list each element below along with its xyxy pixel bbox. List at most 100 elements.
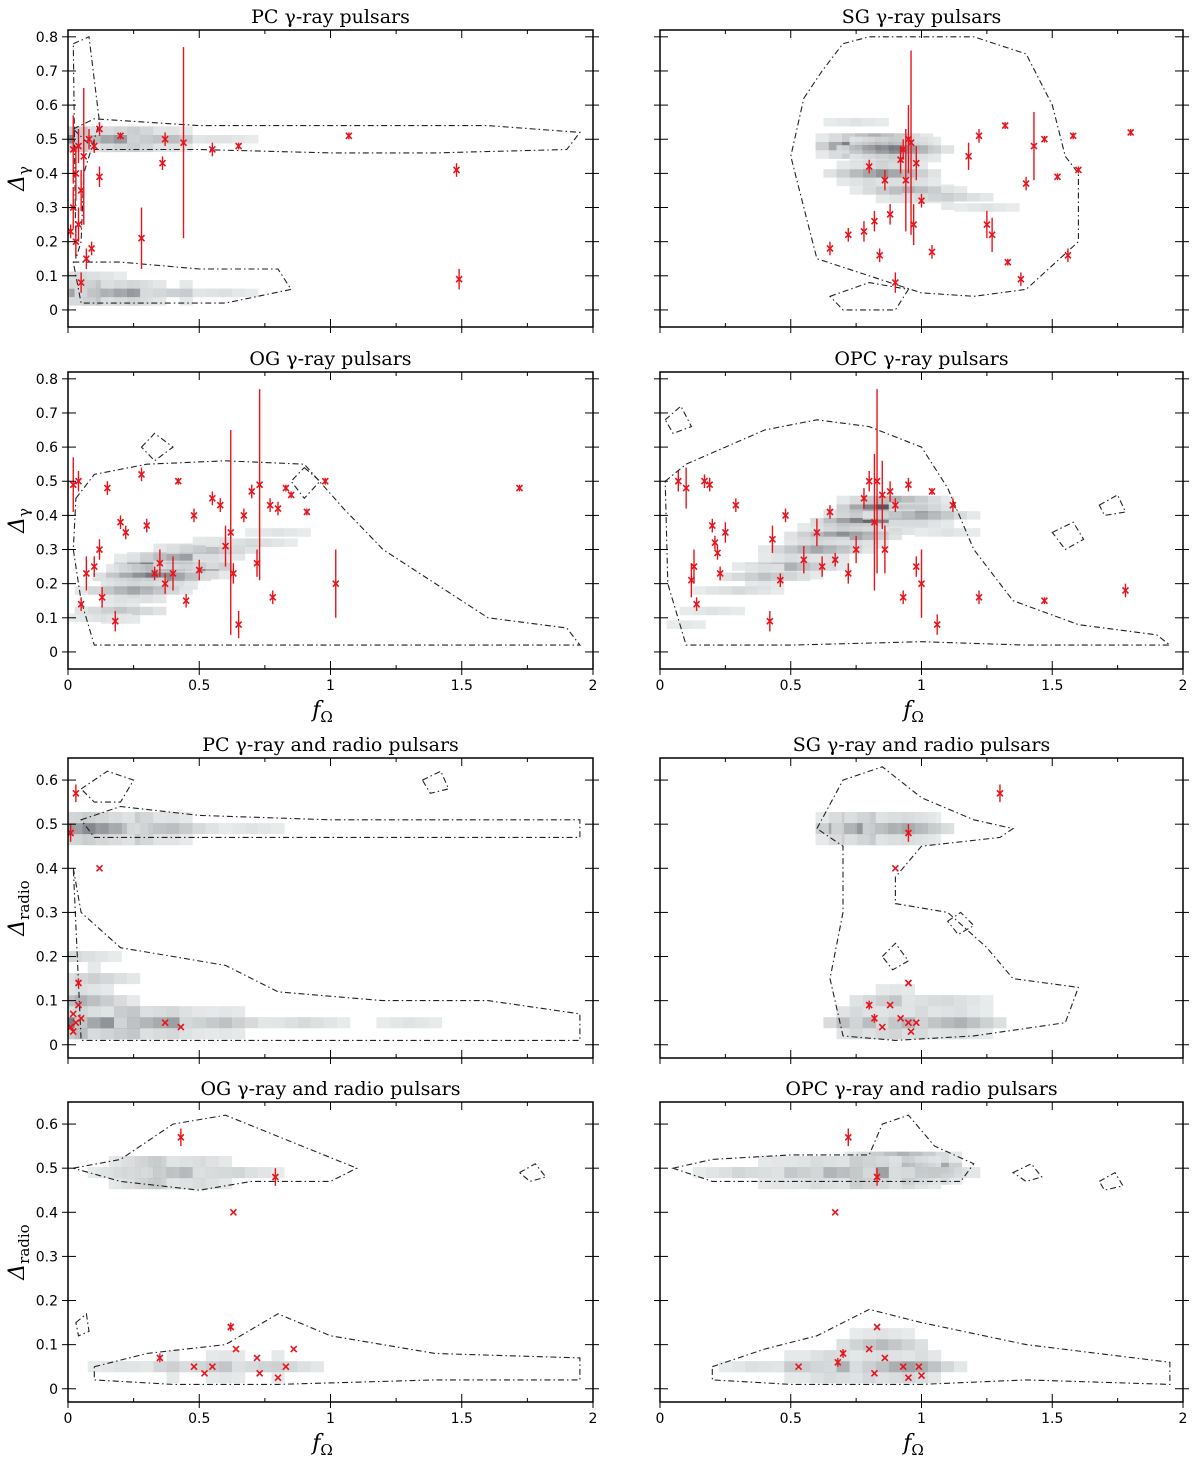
density-cell — [875, 1017, 889, 1029]
density-cell — [823, 523, 837, 532]
density-cell — [718, 1167, 732, 1179]
data-point — [95, 539, 104, 560]
data-point — [169, 556, 177, 591]
density-cell — [836, 145, 850, 154]
data-point — [452, 163, 461, 177]
density-cell — [888, 823, 902, 835]
data-point — [983, 210, 991, 239]
y-tick-label: 0.2 — [36, 950, 58, 966]
density-cell — [888, 519, 902, 529]
data-point — [891, 272, 899, 293]
density-cell — [100, 288, 114, 298]
density-cell — [941, 184, 955, 194]
data-point — [80, 88, 88, 225]
density-cell — [100, 984, 114, 996]
density-cell — [106, 564, 120, 573]
density-cell — [875, 117, 889, 127]
density-cell — [166, 545, 180, 554]
density-cell — [941, 1017, 955, 1029]
density-cell — [127, 143, 141, 153]
contour-line — [711, 1308, 1171, 1385]
density-cell — [232, 288, 246, 298]
density-cell — [771, 1178, 785, 1190]
density-cell — [914, 177, 929, 187]
density-cell — [980, 1017, 994, 1029]
density-cell — [166, 823, 180, 835]
density-cell — [140, 1006, 154, 1018]
density-cell — [875, 531, 889, 541]
density-cell — [718, 572, 732, 582]
density-cell — [758, 1156, 772, 1168]
data-point — [928, 487, 936, 496]
density-cell — [43, 289, 56, 298]
density-cell — [108, 812, 122, 824]
density-cell — [106, 572, 120, 582]
density-cell — [928, 1178, 942, 1190]
density-cell — [928, 1006, 942, 1018]
density-cell — [849, 517, 863, 527]
density-cell — [218, 1350, 233, 1362]
density-cell — [888, 995, 902, 1007]
density-cell — [127, 995, 141, 1007]
contour-line — [421, 770, 450, 794]
density-cell — [192, 536, 206, 546]
data-point — [873, 1323, 881, 1331]
data-point — [174, 477, 182, 485]
density-cell — [967, 1017, 981, 1029]
data-point — [1017, 272, 1025, 287]
density-cell — [836, 504, 850, 513]
density-cell — [179, 823, 193, 835]
data-point — [227, 1322, 235, 1332]
data-point — [899, 590, 907, 605]
density-cell — [153, 812, 167, 824]
density-cell — [823, 553, 837, 563]
density-cell — [121, 1178, 135, 1190]
contour-line — [72, 261, 292, 304]
density-cell — [232, 823, 246, 835]
data-point — [907, 50, 915, 235]
density-cell — [127, 126, 141, 135]
density-cell — [140, 1028, 154, 1040]
density-cell — [758, 1361, 772, 1373]
density-cell — [888, 1178, 902, 1190]
data-point — [912, 1019, 920, 1027]
density-cell — [771, 1361, 785, 1373]
data-point — [891, 498, 899, 512]
density-cell — [205, 288, 219, 298]
contour-line — [664, 419, 1172, 646]
density-cell — [914, 1017, 929, 1029]
data-point — [693, 597, 701, 611]
y-axis-label: Δγ — [5, 508, 33, 534]
data-point — [227, 430, 235, 635]
data-point — [195, 559, 203, 581]
density-cell — [113, 288, 128, 298]
density-cell — [914, 1167, 929, 1179]
density-cell — [888, 1361, 902, 1373]
density-cell — [127, 1017, 141, 1029]
data-point — [274, 1374, 282, 1382]
x-tick-label: 2 — [1179, 1411, 1188, 1427]
density-cell — [862, 1178, 876, 1190]
data-point — [151, 566, 159, 581]
data-point — [95, 864, 104, 872]
data-point — [1004, 258, 1012, 266]
density-cell — [192, 1028, 206, 1040]
density-cell — [192, 1156, 206, 1168]
x-tick-label: 0.5 — [188, 1411, 210, 1427]
density-cell — [92, 572, 107, 582]
density-cell — [179, 1156, 193, 1168]
data-point — [844, 228, 852, 242]
data-point — [256, 389, 264, 581]
density-cell — [100, 973, 114, 985]
density-cell — [941, 1361, 955, 1373]
data-point — [878, 460, 886, 530]
density-cell — [980, 1006, 994, 1018]
data-point — [74, 471, 83, 492]
density-cell — [87, 288, 101, 298]
data-point — [682, 467, 690, 509]
data-point — [161, 132, 169, 147]
density-cell — [828, 812, 842, 824]
density-cell — [862, 169, 876, 178]
density-cell — [914, 169, 929, 178]
density-cell — [914, 502, 929, 512]
